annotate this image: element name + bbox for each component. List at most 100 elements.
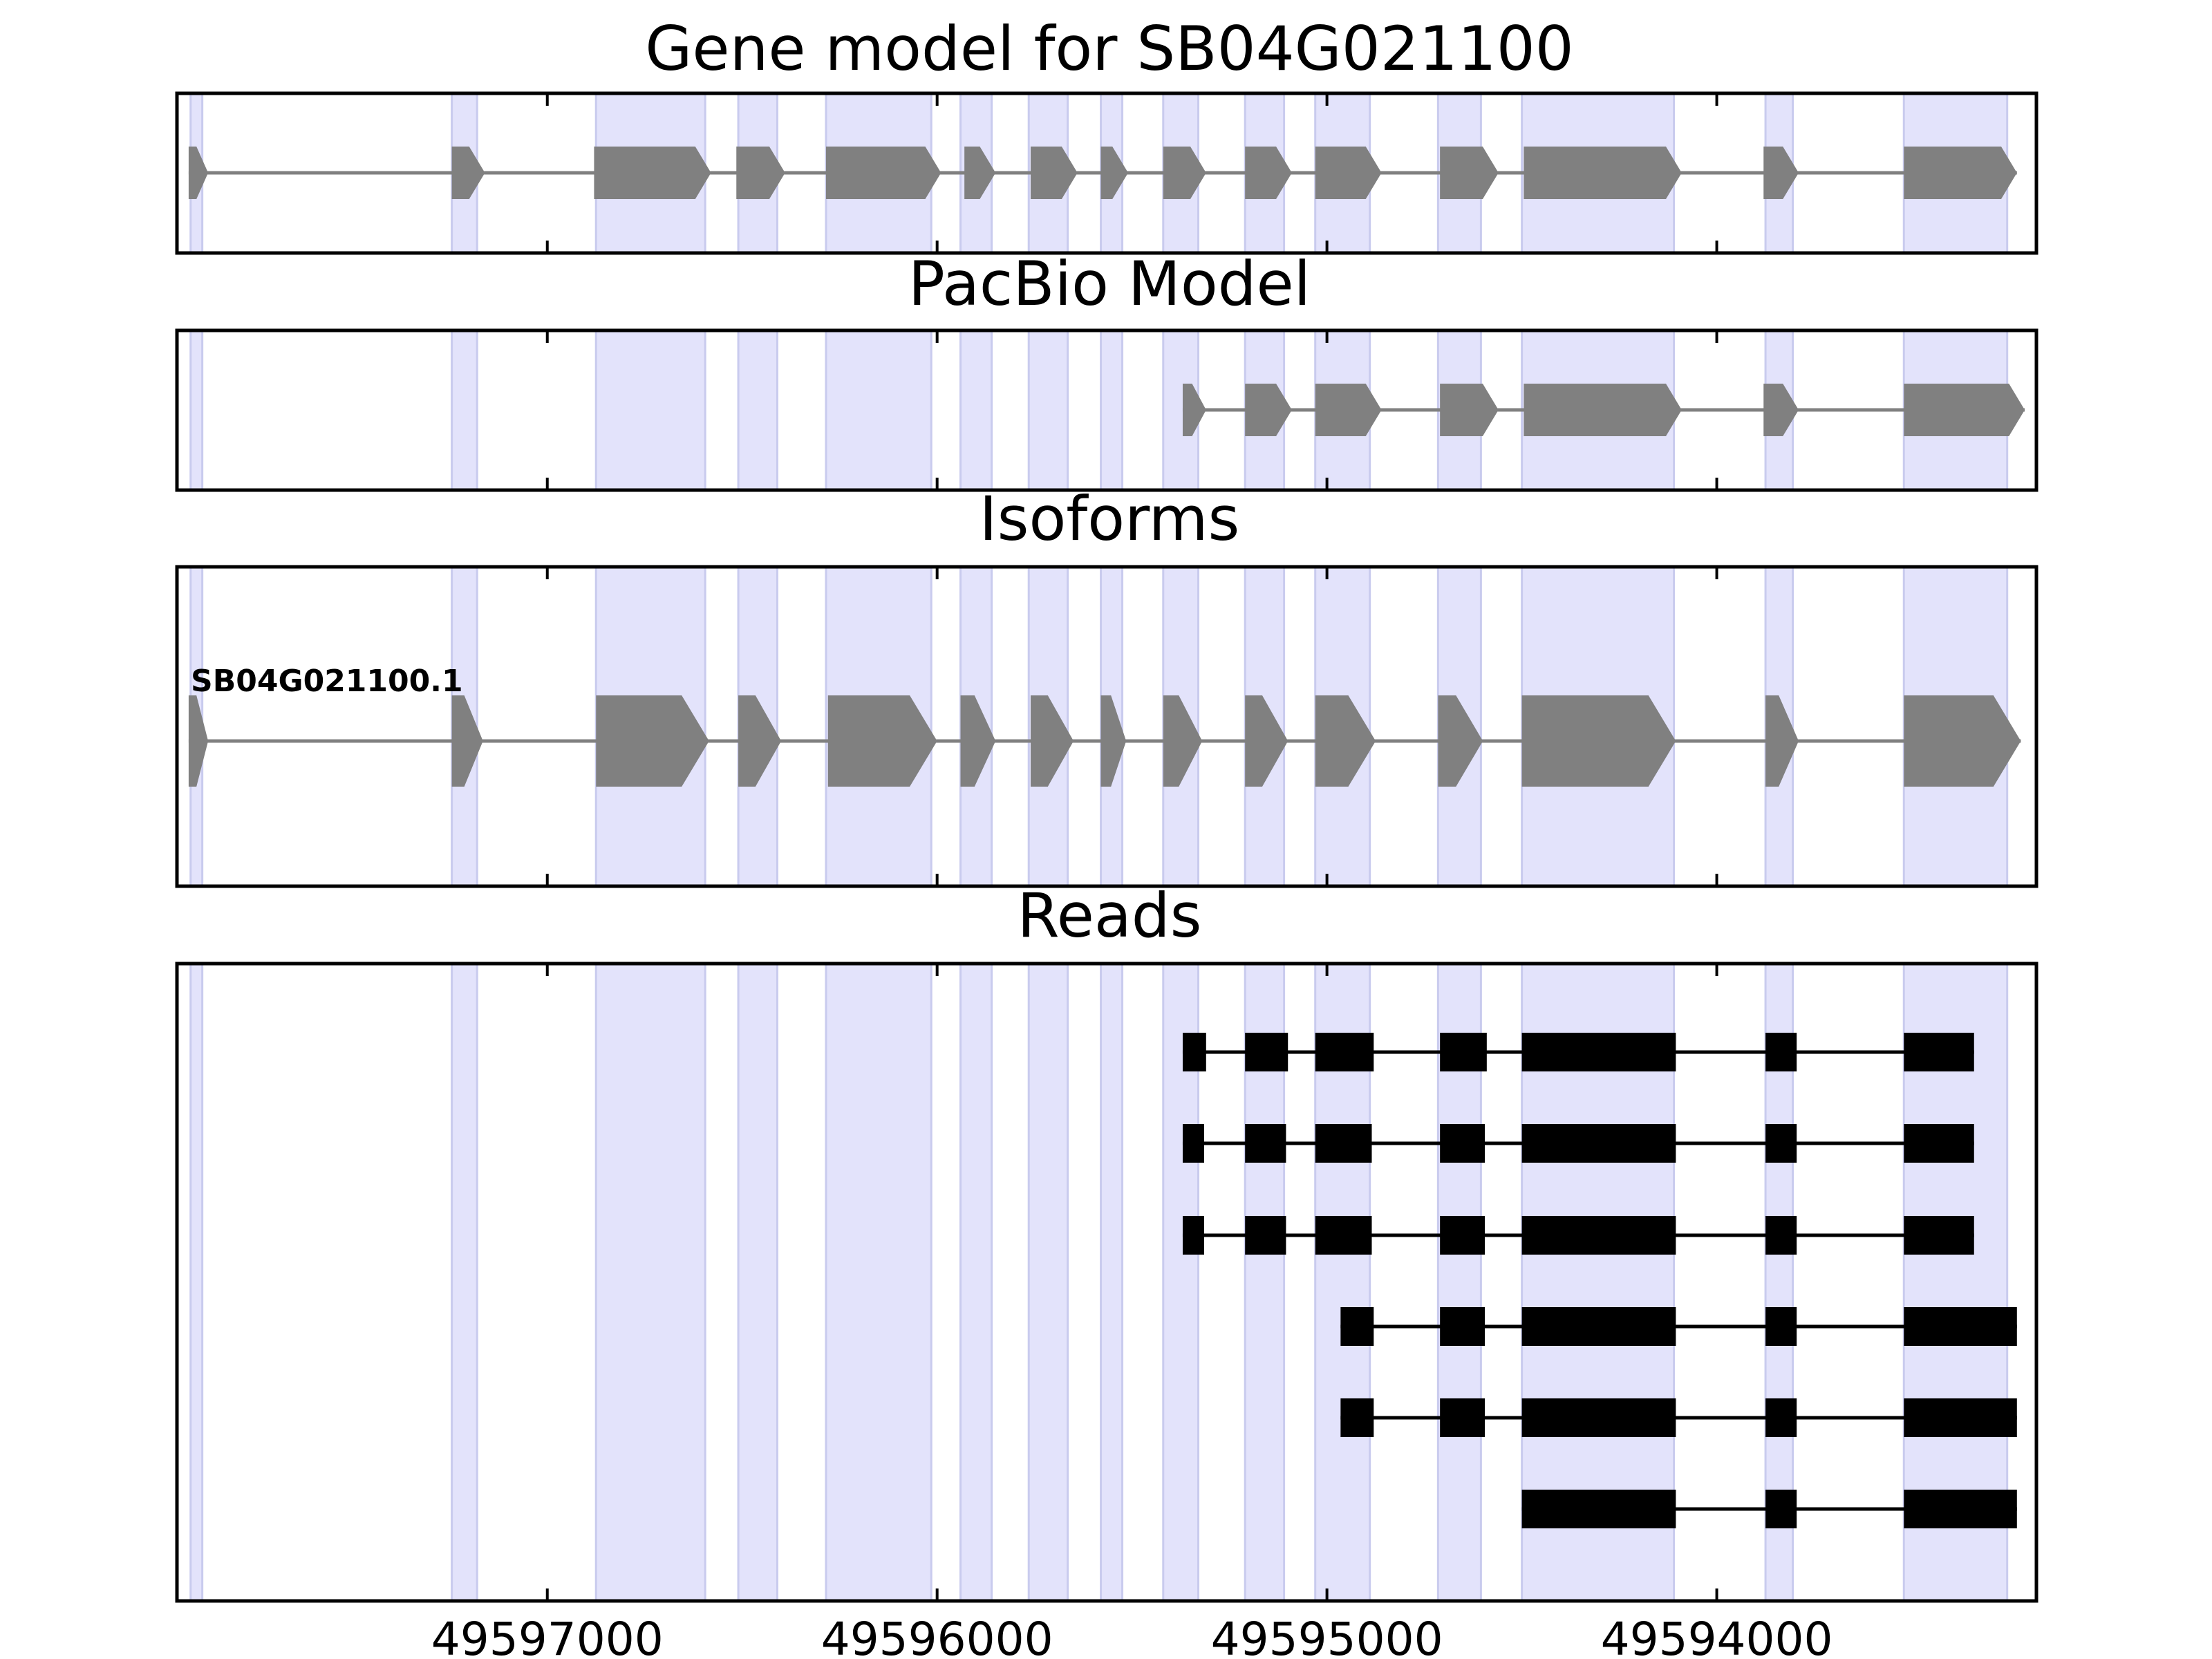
read-track — [1182, 1033, 1974, 1071]
exon-arrow — [1245, 384, 1292, 436]
reads-title: Reads — [1018, 880, 1202, 951]
read-exon-block — [1904, 1124, 1974, 1163]
exon-arrow — [1904, 147, 2017, 199]
exon-arrow — [736, 147, 785, 199]
read-exon-block — [1182, 1216, 1204, 1255]
exon-arrow — [827, 695, 937, 787]
transcript-track — [188, 147, 2017, 199]
exon-arrow — [188, 695, 209, 787]
exon-arrow — [964, 147, 996, 199]
read-exon-block — [1765, 1216, 1797, 1255]
isoforms-panel: Isoforms SB04G021100.1 — [175, 483, 2038, 888]
exon-arrow — [451, 695, 483, 787]
exon-arrow — [594, 147, 711, 199]
read-exon-block — [1245, 1033, 1288, 1071]
read-exon-block — [1765, 1033, 1797, 1071]
read-exon-block — [1182, 1124, 1204, 1163]
panel-frame — [175, 328, 2038, 492]
pacbio-model-title: PacBio Model — [908, 248, 1311, 319]
isoform-name-label: SB04G021100.1 — [191, 664, 463, 699]
exon-arrow — [1904, 695, 2021, 787]
exon-arrow — [596, 695, 709, 787]
exon-shade-column — [737, 329, 778, 491]
read-exon-block — [1765, 1124, 1797, 1163]
exon-arrow — [1031, 147, 1078, 199]
panel-frame — [175, 91, 2038, 255]
exon-arrow — [1100, 147, 1129, 199]
exon-shade-column — [737, 962, 778, 1602]
read-exon-block — [1521, 1216, 1676, 1255]
panel-frame — [175, 565, 2038, 888]
reads-panel: Reads — [175, 880, 2038, 1603]
transcript-track — [1182, 384, 2025, 436]
read-exon-block — [1521, 1307, 1676, 1346]
read-exon-block — [1521, 1398, 1676, 1437]
read-track — [1340, 1398, 2017, 1437]
exon-arrow — [1245, 695, 1288, 787]
read-exon-block — [1904, 1398, 2017, 1437]
exon-arrow — [1315, 147, 1382, 199]
exon-shade-column — [594, 962, 706, 1602]
read-exon-block — [1315, 1033, 1374, 1071]
exon-arrow — [1245, 147, 1292, 199]
x-axis-tick-labels: 49597000 49596000 49595000 49594000 — [431, 1613, 1833, 1659]
read-track — [1182, 1124, 1974, 1163]
x-tick-label: 49596000 — [821, 1613, 1053, 1659]
panel-frame — [175, 962, 2038, 1603]
read-exon-block — [1765, 1490, 1797, 1528]
exon-arrow — [188, 147, 209, 199]
exon-shade-column — [959, 962, 993, 1602]
exon-shade-column — [1100, 329, 1124, 491]
exon-arrow — [1315, 384, 1382, 436]
read-exon-block — [1315, 1124, 1372, 1163]
read-exon-block — [1340, 1398, 1374, 1437]
exon-shade-column — [594, 329, 706, 491]
exon-arrow — [960, 695, 996, 787]
read-exon-block — [1765, 1307, 1797, 1346]
read-exon-block — [1340, 1307, 1374, 1346]
exon-shade-column — [825, 329, 932, 491]
exon-shade-column — [825, 962, 932, 1602]
read-track — [1521, 1490, 2017, 1528]
exon-arrow — [1100, 695, 1127, 787]
read-exon-block — [1521, 1124, 1676, 1163]
isoforms-title: Isoforms — [980, 483, 1240, 554]
exon-arrow — [1438, 695, 1483, 787]
read-exon-block — [1440, 1307, 1485, 1346]
exon-arrow — [1031, 695, 1074, 787]
exon-arrow — [1315, 695, 1376, 787]
read-exon-block — [1245, 1124, 1286, 1163]
read-exon-block — [1521, 1033, 1676, 1071]
exon-arrow — [1904, 384, 2025, 436]
read-track — [1340, 1307, 2017, 1346]
x-tick-label: 49595000 — [1211, 1613, 1443, 1659]
exon-arrow — [1765, 695, 1799, 787]
read-track — [1182, 1216, 1974, 1255]
exon-arrow — [1440, 384, 1499, 436]
read-exon-block — [1440, 1216, 1485, 1255]
read-exon-block — [1904, 1307, 2017, 1346]
exon-shade-column — [451, 962, 478, 1602]
exon-shade-column — [1027, 329, 1069, 491]
exon-arrow — [825, 147, 941, 199]
exon-shade-column — [959, 329, 993, 491]
pacbio-model-panel: PacBio Model — [175, 248, 2038, 492]
read-exon-block — [1182, 1033, 1206, 1071]
gene-model-title: Gene model for SB04G021100 — [645, 13, 1574, 84]
read-exon-block — [1440, 1398, 1485, 1437]
read-exon-block — [1904, 1033, 1974, 1071]
transcript-track: SB04G021100.1 — [188, 664, 2021, 787]
exon-shade-column — [1027, 962, 1069, 1602]
read-exon-block — [1440, 1124, 1485, 1163]
exon-arrow — [738, 695, 782, 787]
exon-arrow — [1182, 384, 1206, 436]
exon-shade-column — [1100, 962, 1124, 1602]
read-exon-block — [1440, 1033, 1487, 1071]
exon-arrow — [1440, 147, 1499, 199]
exon-shade-column — [189, 962, 204, 1602]
gene-model-panel: Gene model for SB04G021100 — [175, 13, 2038, 255]
exon-arrow — [1524, 384, 1682, 436]
read-exon-block — [1315, 1216, 1372, 1255]
exon-arrow — [1763, 384, 1799, 436]
